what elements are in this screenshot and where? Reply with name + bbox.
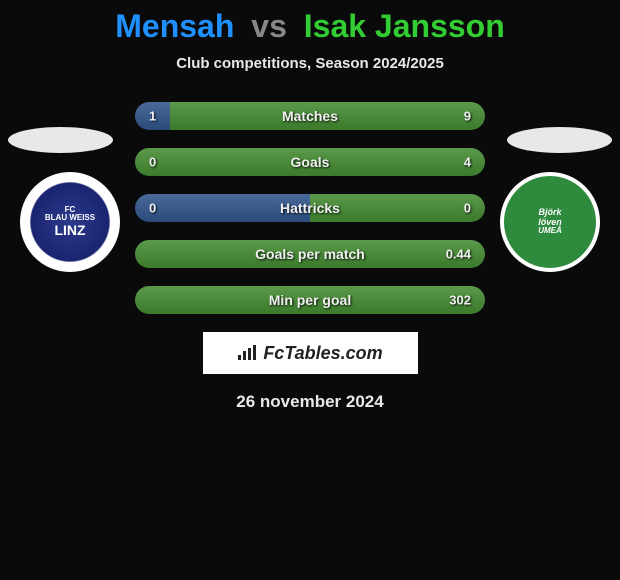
date-text: 26 november 2024 [0, 392, 620, 412]
club-badge-right-label: Björk löven UMEÅ [538, 208, 562, 237]
page-title: Mensah vs Isak Jansson [0, 8, 620, 45]
player-right-name: Isak Jansson [304, 8, 505, 44]
brand-chart-icon [237, 345, 257, 361]
bar-label: Matches [135, 108, 485, 124]
club-badge-left: FC BLAU WEISS LINZ [20, 172, 120, 272]
player-right-placeholder [507, 127, 612, 153]
stat-bar-row: 302Min per goal [135, 286, 485, 314]
bar-label: Min per goal [135, 292, 485, 308]
club-badge-left-label: FC BLAU WEISS LINZ [45, 206, 95, 239]
club-badge-right: Björk löven UMEÅ [500, 172, 600, 272]
bar-label: Goals per match [135, 246, 485, 262]
bar-label: Hattricks [135, 200, 485, 216]
comparison-card: Mensah vs Isak Jansson Club competitions… [0, 0, 620, 412]
stat-bars: 19Matches 04Goals 00Hattricks 0.44Goals per… [135, 102, 485, 314]
bar-label: Goals [135, 154, 485, 170]
stat-bar-row: 19Matches [135, 102, 485, 130]
stat-bar-row: 0.44Goals per match [135, 240, 485, 268]
player-left-name: Mensah [115, 8, 234, 44]
subtitle: Club competitions, Season 2024/2025 [0, 55, 620, 72]
vs-separator: vs [251, 8, 287, 44]
player-left-placeholder [8, 127, 113, 153]
stat-bar-row: 00Hattricks [135, 194, 485, 222]
brand-box: FcTables.com [203, 332, 418, 374]
stat-bar-row: 04Goals [135, 148, 485, 176]
brand-text: FcTables.com [263, 343, 382, 364]
